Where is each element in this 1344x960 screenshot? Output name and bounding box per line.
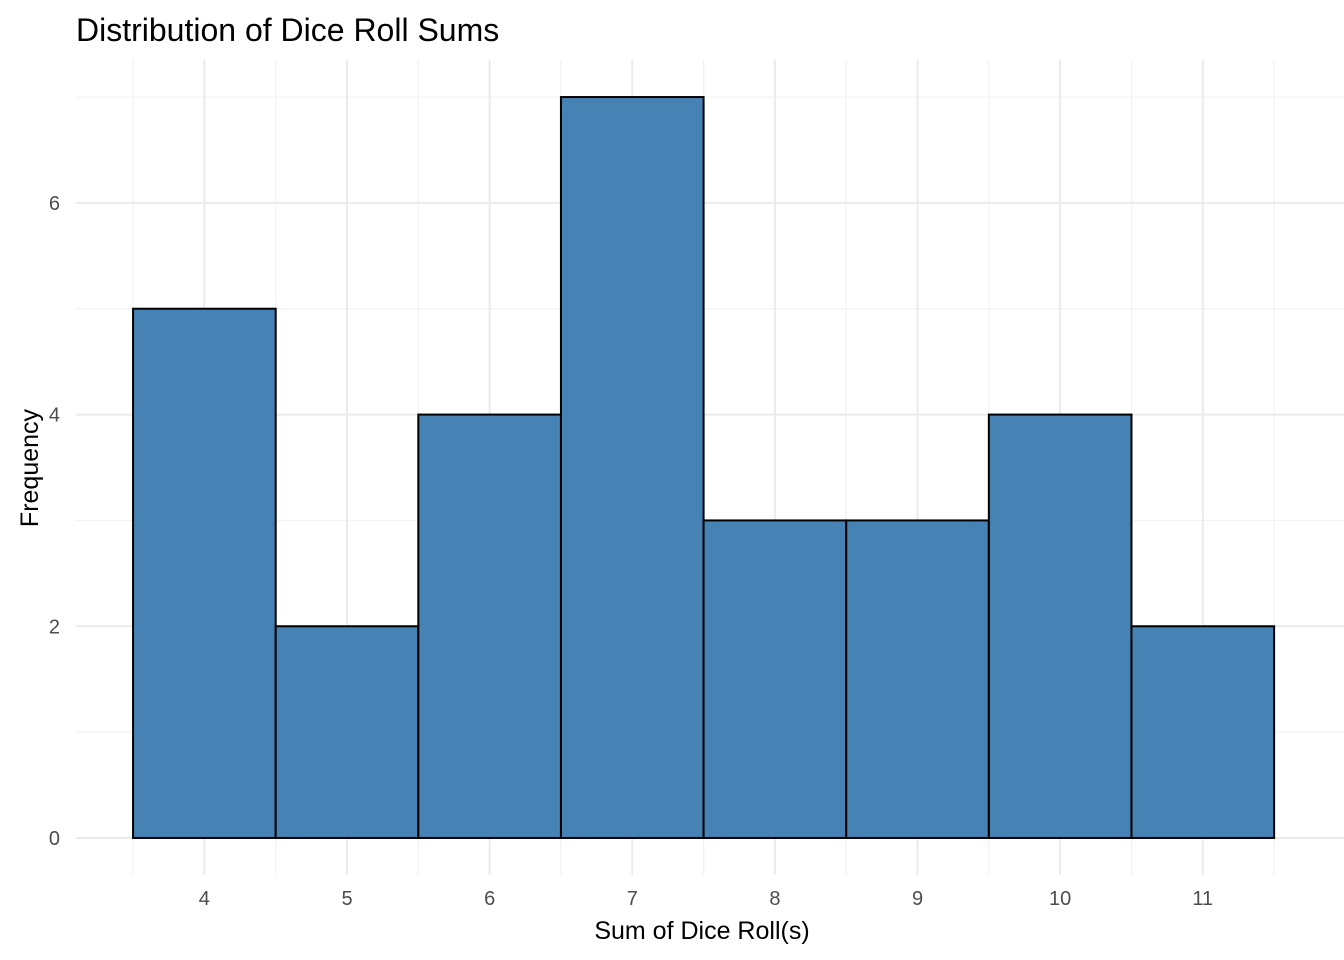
bars	[132, 96, 1276, 839]
x-axis-tick-labels: 4 5 6 7 8 9 10 11	[199, 888, 1213, 910]
histogram-bar-6	[417, 413, 562, 839]
histogram-bar-7	[559, 96, 705, 839]
x-tick-label: 11	[1192, 888, 1213, 910]
x-tick-label: 8	[769, 888, 780, 910]
x-tick-label: 10	[1049, 888, 1071, 910]
x-tick-label: 7	[627, 888, 638, 910]
y-tick-label: 6	[49, 193, 60, 215]
y-tick-label: 0	[49, 828, 60, 850]
histogram-bar-5	[274, 625, 420, 839]
histogram-bar-11	[1130, 625, 1276, 839]
x-axis-title: Sum of Dice Roll(s)	[594, 917, 809, 945]
x-tick-label: 5	[341, 888, 352, 910]
x-tick-label: 6	[484, 888, 495, 910]
y-axis-tick-labels: 0 2 4 6	[49, 193, 60, 850]
histogram-bar-10	[987, 413, 1133, 839]
y-tick-label: 2	[49, 616, 60, 638]
y-tick-label: 4	[49, 405, 60, 427]
y-axis-title: Frequency	[16, 408, 44, 527]
histogram-bar-9	[845, 519, 990, 839]
histogram-bar-4	[132, 307, 277, 839]
x-tick-label: 4	[199, 888, 210, 910]
chart-title: Distribution of Dice Roll Sums	[76, 12, 499, 48]
x-tick-label: 9	[912, 888, 923, 910]
histogram-bar-8	[702, 519, 848, 839]
